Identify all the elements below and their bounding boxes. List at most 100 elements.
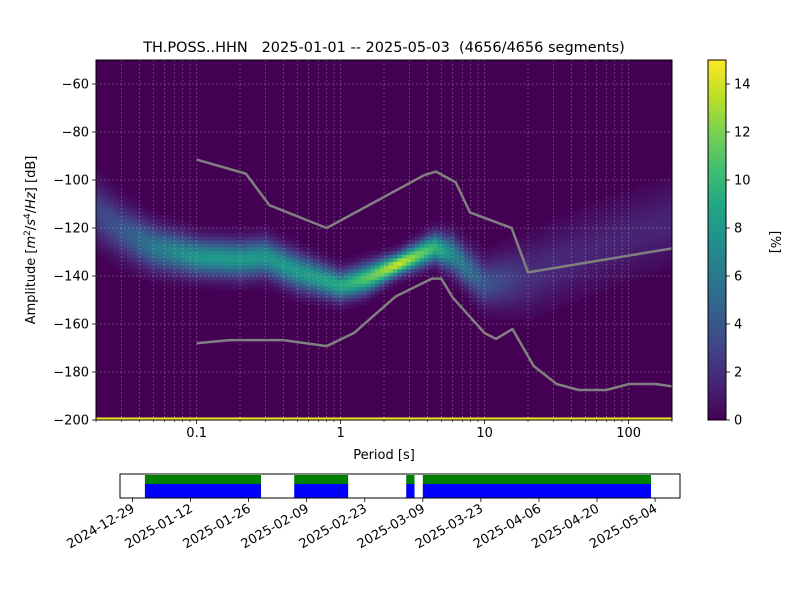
heatmap-cell [171, 243, 177, 248]
heatmap-cell [153, 247, 159, 252]
heatmap-cell [508, 290, 513, 295]
heatmap-cell [565, 294, 571, 298]
heatmap-cell [96, 225, 101, 230]
heatmap-cell [565, 218, 571, 223]
heatmap-cell [180, 236, 186, 241]
heatmap-cell [494, 279, 500, 284]
heatmap-cell [118, 261, 123, 266]
heatmap-cell [547, 261, 553, 266]
heatmap-cell [516, 236, 522, 241]
heatmap-cell [135, 211, 141, 216]
heatmap-cell [592, 290, 598, 295]
heatmap-cell [379, 272, 385, 277]
heatmap-cell [96, 186, 101, 190]
heatmap-cell [596, 218, 602, 223]
heatmap-cell [627, 214, 633, 219]
heatmap-cell [570, 250, 575, 255]
heatmap-cell [485, 258, 491, 262]
heatmap-cell [547, 268, 553, 273]
heatmap-cell [335, 258, 341, 262]
heatmap-cell [632, 229, 637, 234]
heatmap-cell [330, 286, 336, 291]
heatmap-cell [131, 229, 137, 234]
heatmap-cell [534, 276, 540, 280]
heatmap-cell [530, 232, 536, 237]
heatmap-cell [658, 196, 664, 201]
heatmap-cell [96, 214, 101, 219]
heatmap-cell [636, 200, 642, 205]
heatmap-cell [317, 265, 323, 270]
heatmap-cell [481, 254, 487, 259]
heatmap-cell [215, 232, 221, 237]
heatmap-cell [658, 236, 664, 241]
heatmap-cell [242, 268, 248, 273]
heatmap-cell [100, 240, 106, 244]
heatmap-cell [113, 214, 119, 219]
heatmap-cell [654, 261, 660, 266]
heatmap-cell [335, 290, 341, 295]
heatmap-cell [667, 189, 672, 194]
y-axis-ticks: −60−80−100−120−140−160−180−200 [53, 78, 96, 429]
heatmap-cell [109, 222, 115, 226]
heatmap-cell [494, 276, 500, 280]
heatmap-cell [601, 200, 606, 205]
heatmap-cell [352, 290, 358, 295]
heatmap-cell [197, 247, 203, 252]
heatmap-cell [521, 290, 527, 295]
heatmap-cell [127, 222, 132, 226]
heatmap-cell [614, 222, 620, 226]
heatmap-cell [339, 301, 345, 306]
heatmap-cell [632, 261, 637, 266]
heatmap-cell [242, 250, 248, 255]
heatmap-cell [601, 286, 606, 291]
heatmap-cell [503, 315, 509, 320]
heatmap-cell [206, 283, 212, 288]
heatmap-cell [330, 265, 336, 270]
heatmap-cell [587, 254, 593, 259]
heatmap-cell [255, 240, 261, 244]
heatmap-cell [636, 196, 642, 201]
heatmap-cell [432, 243, 438, 248]
heatmap-cell [144, 258, 150, 262]
heatmap-cell [499, 243, 505, 248]
heatmap-cell [286, 261, 292, 266]
heatmap-cell [206, 254, 212, 259]
heatmap-cell [158, 247, 163, 252]
heatmap-cell [202, 254, 208, 259]
heatmap-cell [304, 247, 310, 252]
heatmap-cell [454, 250, 460, 255]
heatmap-cell [153, 243, 159, 248]
heatmap-cell [361, 286, 367, 291]
heatmap-cell [481, 290, 487, 295]
heatmap-cell [636, 218, 642, 223]
heatmap-cell [268, 254, 274, 259]
heatmap-cell [472, 265, 478, 270]
heatmap-cell [344, 290, 349, 295]
heatmap-cell [521, 304, 527, 309]
heatmap-cell [592, 240, 598, 244]
heatmap-cell [193, 229, 199, 234]
heatmap-cell [286, 276, 292, 280]
heatmap-cell [175, 232, 181, 237]
heatmap-cell [454, 279, 460, 284]
heatmap-cell [596, 204, 602, 208]
heatmap-cell [206, 243, 212, 248]
heatmap-cell [472, 304, 478, 309]
heatmap-cell [556, 290, 562, 295]
heatmap-cell [344, 301, 349, 306]
heatmap-cell [158, 272, 163, 277]
heatmap-cell [539, 243, 544, 248]
heatmap-cell [290, 240, 296, 244]
heatmap-cell [344, 279, 349, 284]
heatmap-cell [499, 301, 505, 306]
heatmap-cell [375, 286, 380, 291]
heatmap-cell [224, 265, 230, 270]
heatmap-cell [259, 240, 265, 244]
heatmap-cell [206, 236, 212, 241]
heatmap-cell [534, 254, 540, 259]
heatmap-cell [415, 236, 420, 241]
heatmap-cell [206, 261, 212, 266]
heatmap-cell [197, 250, 203, 255]
heatmap-cell [587, 279, 593, 284]
heatmap-cell [601, 222, 606, 226]
